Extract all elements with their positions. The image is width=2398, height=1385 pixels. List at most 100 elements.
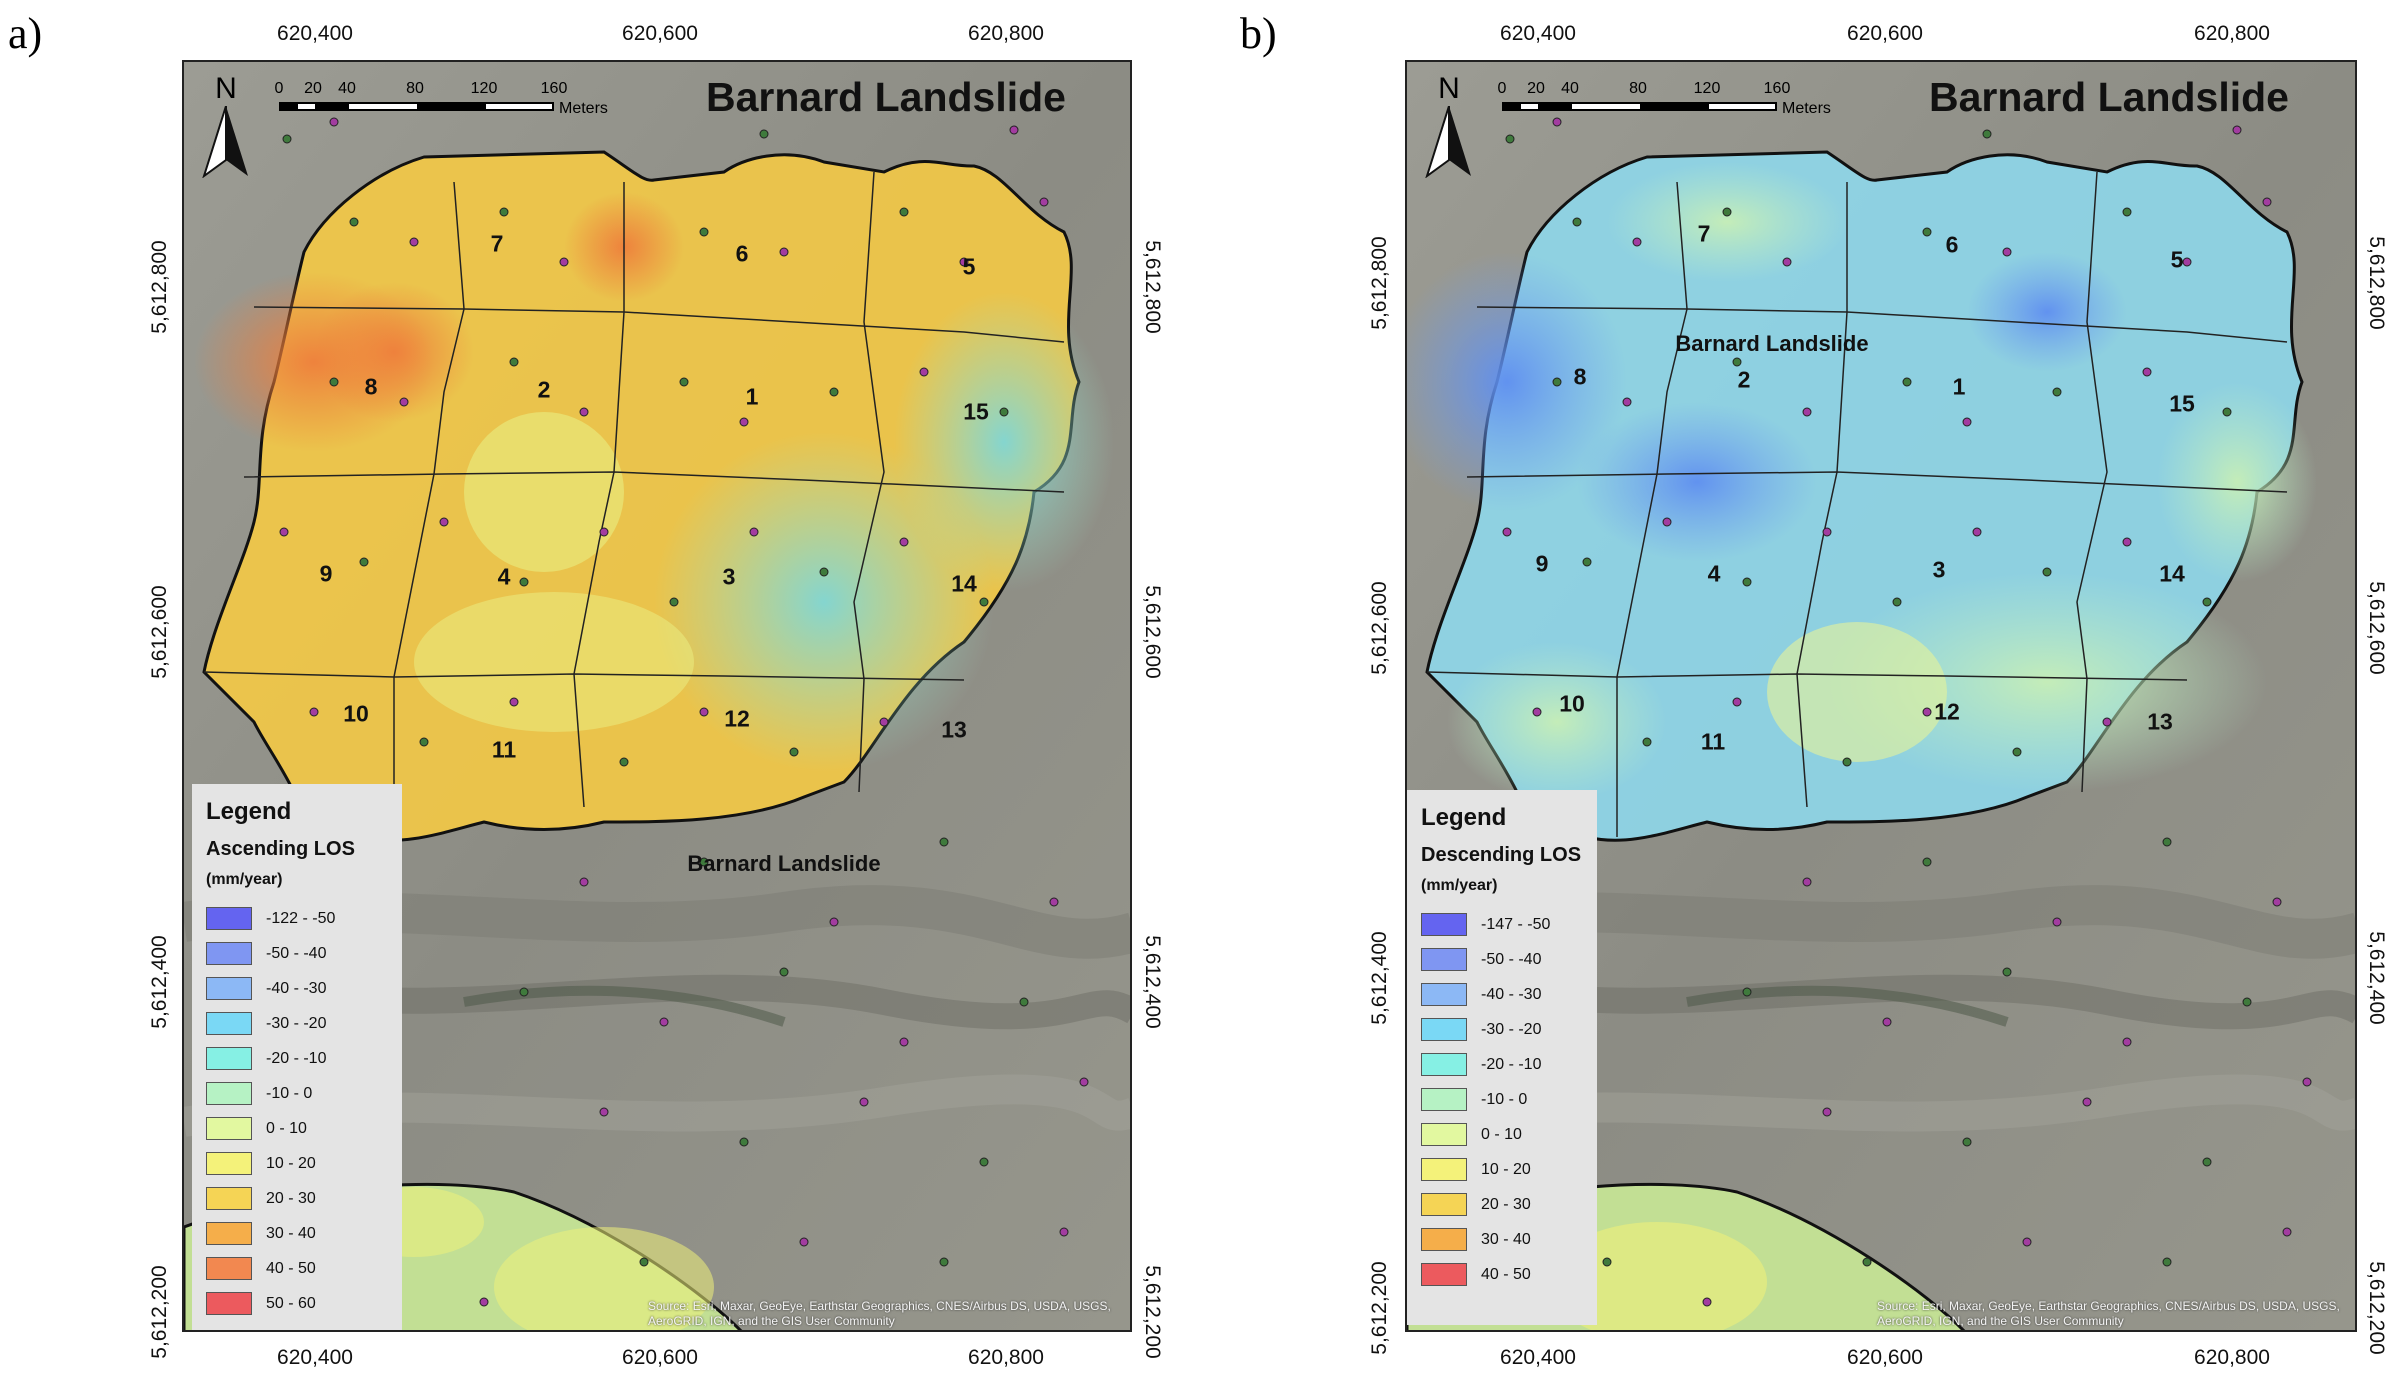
x-tick-bottom: 620,600 (622, 1346, 698, 1369)
north-arrow-icon (1425, 105, 1471, 179)
x-tick-bottom: 620,800 (968, 1346, 1044, 1369)
legend-class-label: -122 - -50 (266, 909, 336, 927)
scale-label: 0 (274, 80, 284, 97)
subarea-label: 7 (1697, 220, 1711, 247)
subarea-label: 13 (2147, 708, 2173, 735)
legend-class-label: 20 - 30 (266, 1189, 316, 1207)
legend-class-row: -147 - -50 (1421, 907, 1583, 942)
legend-class-row: -20 - -10 (1421, 1047, 1583, 1082)
subarea-label: 6 (735, 240, 749, 267)
legend-swatch (1421, 948, 1467, 971)
subarea-label: 6 (1945, 231, 1959, 258)
legend-class-label: 0 - 10 (266, 1119, 307, 1137)
scale-label: 160 (540, 80, 568, 97)
legend-class-label: -147 - -50 (1481, 915, 1551, 933)
map-title-a: Barnard Landslide (706, 74, 1066, 120)
y-tick-left: 5,612,800 (148, 240, 171, 334)
map-title-b: Barnard Landslide (1929, 74, 2289, 120)
legend-class-label: 10 - 20 (1481, 1160, 1531, 1178)
subarea-label: 1 (745, 383, 759, 410)
legend-swatch (1421, 983, 1467, 1006)
legend-subtitle: Ascending LOS (206, 838, 355, 860)
subarea-label: 5 (2170, 246, 2184, 273)
legend-class-label: 20 - 30 (1481, 1195, 1531, 1213)
legend-rows: -122 - -50 -50 - -40 -40 - -30 -30 - -20 -20… (206, 901, 388, 1321)
legend-swatch (206, 1117, 252, 1140)
subarea-label: 2 (1737, 366, 1751, 393)
legend-class-label: -30 - -20 (266, 1014, 327, 1032)
scale-label: 40 (338, 80, 356, 97)
legend-class-row: -40 - -30 (206, 971, 388, 1006)
legend-class-row: 40 - 50 (1421, 1257, 1583, 1292)
y-tick-left: 5,612,400 (148, 935, 171, 1029)
basemap-credits-b: Source: Esri, Maxar, GeoEye, Earthstar G… (1877, 1299, 2340, 1328)
map-panel-b: b) 620,400 620,600 620,800 620,400 620,6… (1220, 0, 2388, 1385)
landslide-label-a: Barnard Landslide (687, 851, 881, 876)
legend-class-row: 50 - 60 (206, 1286, 388, 1321)
legend-class-label: 40 - 50 (1481, 1265, 1531, 1283)
legend-class-label: -10 - 0 (266, 1084, 313, 1102)
legend-class-row: 20 - 30 (206, 1181, 388, 1216)
legend-class-label: 10 - 20 (266, 1154, 316, 1172)
legend-swatch (206, 1152, 252, 1175)
subarea-label: 2 (537, 376, 551, 403)
y-tick-right: 5,612,600 (1141, 585, 1164, 679)
legend-swatch (1421, 1193, 1467, 1216)
x-tick-top: 620,400 (1500, 22, 1576, 45)
subarea-label: 15 (2169, 390, 2195, 417)
subarea-label: 11 (491, 736, 517, 763)
map-frame-b[interactable]: Barnard Landslide N 0 20 40 80 120 160 (1405, 60, 2357, 1332)
legend-b: Legend Descending LOS (mm/year) -147 - -… (1407, 790, 1597, 1325)
basemap-b (1407, 62, 2355, 1330)
x-tick-top: 620,400 (277, 22, 353, 45)
subarea-label: 8 (364, 373, 378, 400)
legend-class-row: 10 - 20 (206, 1146, 388, 1181)
legend-swatch (1421, 1123, 1467, 1146)
scale-unit: Meters (559, 100, 608, 117)
y-tick-right: 5,612,200 (2365, 1261, 2388, 1355)
north-label: N (1438, 72, 1460, 105)
x-tick-bottom: 620,800 (2194, 1346, 2270, 1369)
y-tick-right: 5,612,200 (1141, 1265, 1164, 1359)
legend-swatch (206, 1082, 252, 1105)
legend-class-row: 10 - 20 (1421, 1152, 1583, 1187)
x-tick-top: 620,600 (1847, 22, 1923, 45)
panel-label-b: b) (1240, 9, 1277, 58)
legend-a: Legend Ascending LOS (mm/year) -122 - -5… (192, 784, 402, 1330)
y-tick-right: 5,612,400 (2365, 931, 2388, 1025)
legend-class-row: -10 - 0 (206, 1076, 388, 1111)
y-tick-left: 5,612,400 (1368, 931, 1391, 1025)
legend-swatch (1421, 1088, 1467, 1111)
y-tick-left: 5,612,800 (1368, 236, 1391, 330)
subarea-label: 9 (1535, 550, 1549, 577)
legend-swatch (1421, 913, 1467, 936)
subarea-label: 3 (1932, 556, 1946, 583)
legend-class-row: 30 - 40 (206, 1216, 388, 1251)
legend-swatch (206, 1187, 252, 1210)
legend-class-label: 30 - 40 (1481, 1230, 1531, 1248)
subarea-label: 11 (1700, 728, 1726, 755)
legend-class-label: -20 - -10 (1481, 1055, 1542, 1073)
scale-label: 0 (1497, 80, 1507, 97)
legend-class-row: -20 - -10 (206, 1041, 388, 1076)
legend-class-label: -50 - -40 (266, 944, 327, 962)
legend-swatch (206, 1012, 252, 1035)
legend-swatch (206, 977, 252, 1000)
y-tick-left: 5,612,600 (148, 585, 171, 679)
y-tick-right: 5,612,400 (1141, 935, 1164, 1029)
legend-swatch (1421, 1158, 1467, 1181)
legend-unit: (mm/year) (206, 871, 283, 888)
panel-label-a: a) (8, 9, 43, 58)
legend-class-row: -30 - -20 (1421, 1012, 1583, 1047)
y-tick-right: 5,612,800 (2365, 236, 2388, 330)
legend-class-label: 40 - 50 (266, 1259, 316, 1277)
subarea-label: 7 (490, 230, 504, 257)
legend-class-label: -40 - -30 (1481, 985, 1542, 1003)
basemap-credits-a: Source: Esri, Maxar, GeoEye, Earthstar G… (648, 1299, 1111, 1328)
y-tick-right: 5,612,800 (1141, 240, 1164, 334)
subarea-label: 1 (1952, 373, 1966, 400)
subarea-label: 10 (1559, 690, 1585, 717)
subarea-label: 10 (343, 700, 369, 727)
map-frame-a[interactable]: Barnard Landslide N 0 20 40 80 120 160 (182, 60, 1132, 1332)
scale-bar-a: 0 20 40 80 120 160 Meters (275, 80, 649, 140)
